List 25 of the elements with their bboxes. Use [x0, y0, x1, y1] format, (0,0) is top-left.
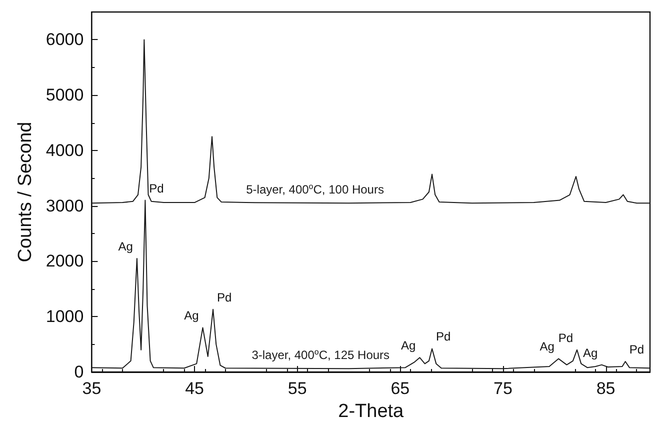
annotation: Ag: [184, 308, 199, 323]
y-axis-title: Counts / Second: [15, 122, 36, 262]
y-tick-label: 3000: [46, 196, 84, 216]
y-tick-label: 5000: [46, 86, 84, 105]
annotation: Ag: [401, 338, 416, 353]
annotation: Pd: [436, 330, 451, 344]
y-tick-label: 6000: [46, 30, 84, 50]
x-tick-label: 65: [390, 379, 410, 398]
x-tick-label: 85: [596, 379, 616, 398]
y-tick-label: 2000: [46, 252, 84, 271]
annotation: Pd: [217, 290, 232, 304]
x-tick-label: 35: [82, 379, 102, 398]
annotation: Pd: [149, 181, 164, 196]
annotation: Ag: [540, 340, 554, 354]
y-tick-label: 4000: [46, 140, 84, 160]
x-tick-label: 55: [288, 379, 307, 398]
annotation: Ag: [582, 346, 598, 360]
annotation: Ag: [118, 239, 133, 254]
x-tick-label: 45: [185, 379, 204, 398]
x-axis-title: 2-Theta: [338, 401, 404, 422]
y-tick-label: 1000: [46, 307, 84, 326]
x-tick-label: 75: [494, 379, 512, 398]
annotation: Pd: [629, 342, 644, 356]
annotation: Pd: [558, 330, 573, 345]
y-tick-label: 0: [74, 362, 84, 382]
